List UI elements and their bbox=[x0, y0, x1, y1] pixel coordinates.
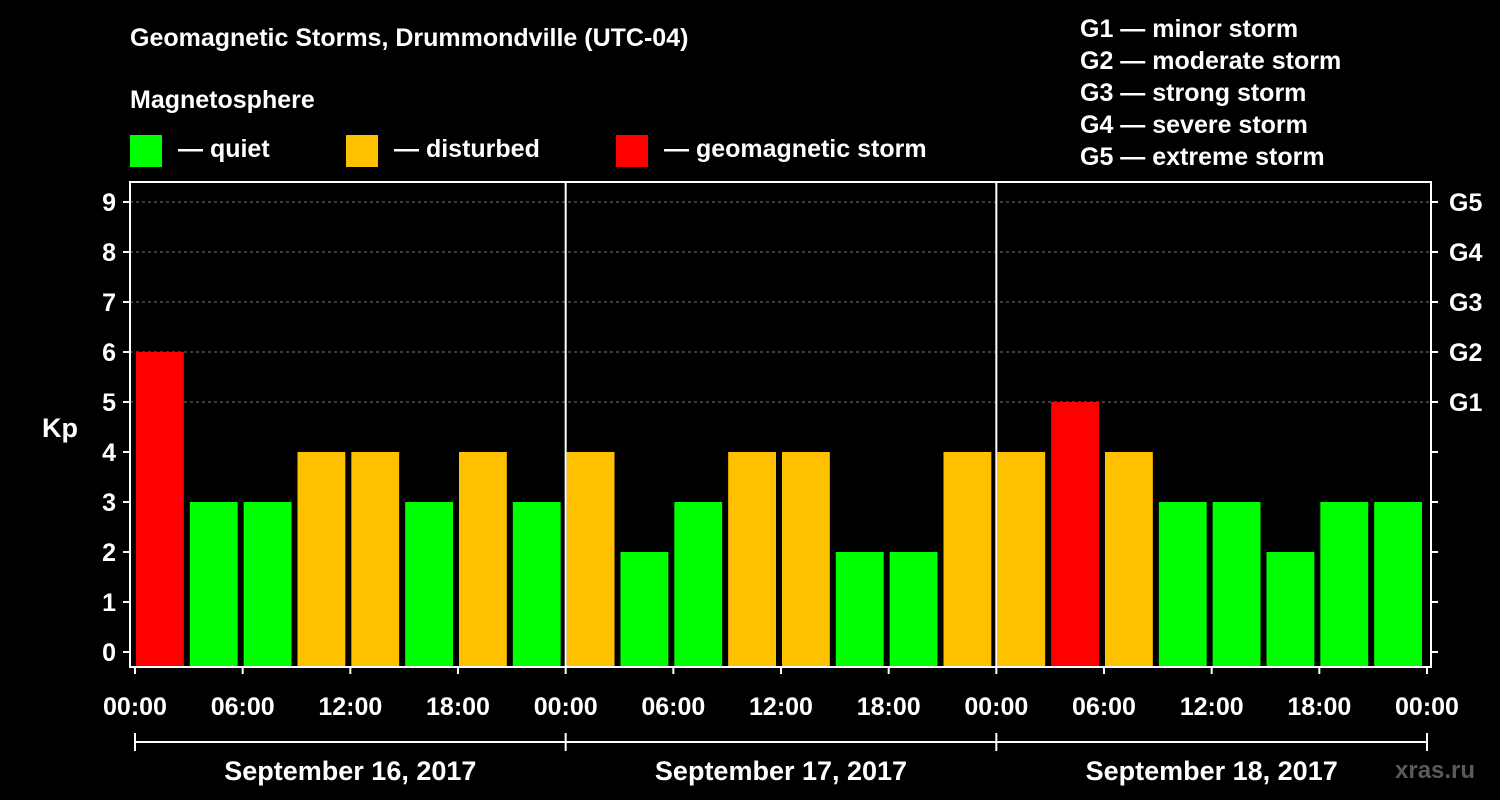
kp-bar bbox=[1105, 452, 1153, 667]
storm-scale-g3: G3 — strong storm bbox=[1080, 79, 1307, 107]
day-label: September 16, 2017 bbox=[224, 756, 476, 786]
right-axis-label: G5 bbox=[1449, 189, 1482, 217]
kp-bar bbox=[243, 502, 292, 667]
x-tick-label: 00:00 bbox=[1395, 693, 1459, 721]
storm-scale-g1: G1 — minor storm bbox=[1080, 15, 1299, 43]
watermark: xras.ru bbox=[1395, 757, 1476, 784]
y-tick-label: 2 bbox=[102, 539, 116, 567]
x-tick-label: 12:00 bbox=[1180, 693, 1244, 721]
kp-bar bbox=[889, 552, 938, 667]
y-tick-label: 5 bbox=[102, 389, 116, 417]
x-tick-label: 00:00 bbox=[534, 693, 598, 721]
right-axis-label: G2 bbox=[1449, 339, 1482, 367]
kp-bar bbox=[566, 452, 615, 667]
x-tick-label: 18:00 bbox=[857, 693, 921, 721]
x-tick-label: 06:00 bbox=[211, 693, 275, 721]
kp-bar bbox=[782, 452, 830, 667]
storm-scale-g4: G4 — severe storm bbox=[1080, 111, 1308, 139]
kp-bar bbox=[351, 452, 400, 667]
kp-bar bbox=[674, 502, 723, 667]
legend-swatch-quiet bbox=[130, 135, 162, 167]
right-axis-label: G1 bbox=[1449, 389, 1482, 417]
kp-bar bbox=[997, 452, 1046, 667]
legend-swatch-disturbed bbox=[346, 135, 378, 167]
legend-heading: Magnetosphere bbox=[130, 86, 315, 114]
kp-bar bbox=[297, 452, 346, 667]
x-tick-label: 00:00 bbox=[964, 693, 1028, 721]
day-label: September 18, 2017 bbox=[1086, 756, 1338, 786]
kp-bar bbox=[835, 552, 884, 667]
kp-bar bbox=[1266, 552, 1315, 667]
y-tick-label: 7 bbox=[102, 289, 116, 317]
y-tick-label: 4 bbox=[102, 439, 116, 467]
kp-bar bbox=[620, 552, 669, 667]
kp-bar bbox=[405, 502, 453, 667]
legend-label-storm: — geomagnetic storm bbox=[664, 135, 927, 163]
x-tick-label: 18:00 bbox=[1287, 693, 1351, 721]
kp-bar bbox=[1212, 502, 1261, 667]
kp-bar bbox=[189, 502, 238, 667]
kp-bar bbox=[459, 452, 507, 667]
legend-swatch-storm bbox=[616, 135, 648, 167]
kp-bar bbox=[136, 352, 184, 667]
y-tick-label: 8 bbox=[102, 239, 116, 267]
x-tick-label: 06:00 bbox=[641, 693, 705, 721]
kp-bar bbox=[943, 452, 992, 667]
storm-scale-g5: G5 — extreme storm bbox=[1080, 143, 1325, 171]
kp-bar bbox=[1051, 402, 1099, 667]
kp-bar bbox=[1374, 502, 1422, 667]
x-tick-label: 12:00 bbox=[318, 693, 382, 721]
x-tick-label: 12:00 bbox=[749, 693, 813, 721]
x-tick-label: 18:00 bbox=[426, 693, 490, 721]
chart-title: Geomagnetic Storms, Drummondville (UTC-0… bbox=[130, 24, 689, 52]
x-tick-label: 06:00 bbox=[1072, 693, 1136, 721]
x-tick-label: 00:00 bbox=[103, 693, 167, 721]
y-tick-label: 9 bbox=[102, 189, 116, 217]
storm-scale-g2: G2 — moderate storm bbox=[1080, 47, 1342, 75]
kp-bar bbox=[1158, 502, 1207, 667]
day-label: September 17, 2017 bbox=[655, 756, 907, 786]
kp-bar bbox=[728, 452, 776, 667]
legend-label-quiet: — quiet bbox=[178, 135, 270, 163]
y-tick-label: 6 bbox=[102, 339, 116, 367]
kp-bar bbox=[1320, 502, 1369, 667]
y-axis-label: Kp bbox=[42, 413, 78, 443]
kp-bar bbox=[512, 502, 561, 667]
legend-label-disturbed: — disturbed bbox=[394, 135, 540, 163]
right-axis-label: G3 bbox=[1449, 289, 1482, 317]
y-tick-label: 0 bbox=[102, 639, 116, 667]
y-tick-label: 3 bbox=[102, 489, 116, 517]
y-tick-label: 1 bbox=[102, 589, 116, 617]
right-axis-label: G4 bbox=[1449, 239, 1482, 267]
